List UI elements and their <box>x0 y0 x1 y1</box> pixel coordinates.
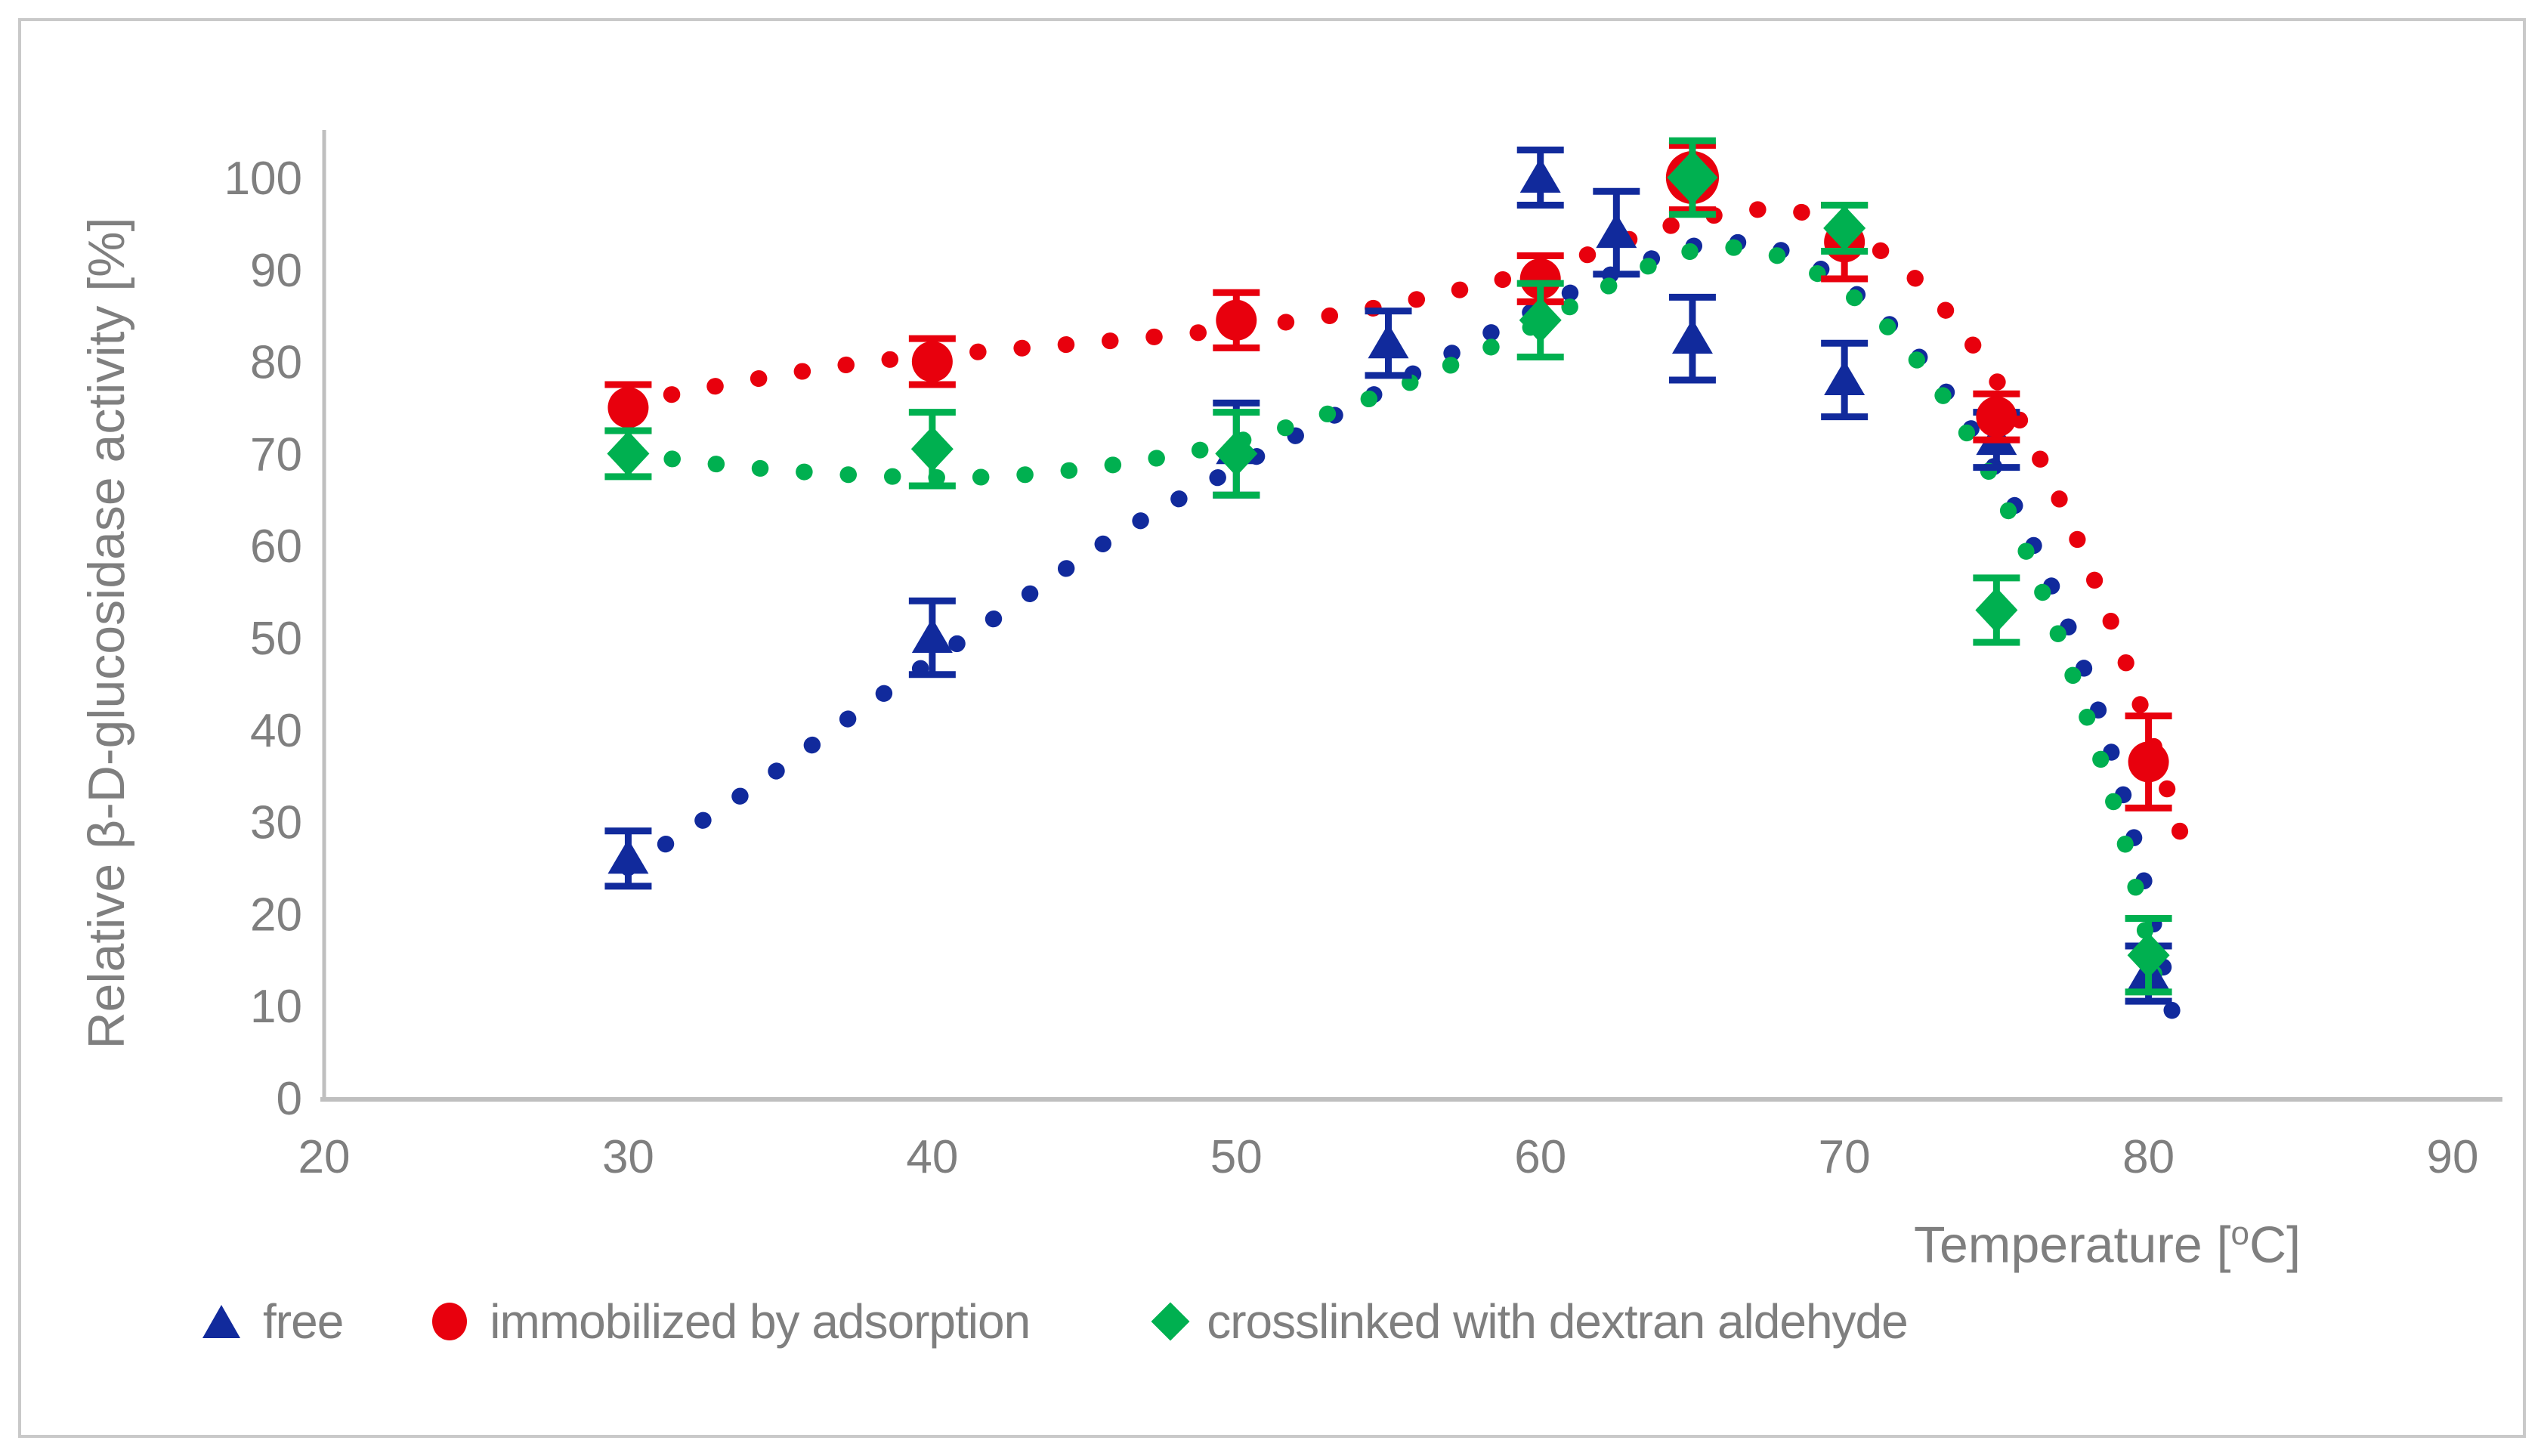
data-point-circle <box>1216 299 1257 341</box>
data-point-triangle <box>1519 158 1561 193</box>
x-tick-label: 50 <box>1210 1131 1263 1183</box>
data-point-circle <box>2128 741 2169 783</box>
data-point-triangle <box>1671 319 1713 354</box>
legend-item-free: free <box>202 1294 344 1349</box>
data-point-diamond <box>1975 587 2018 633</box>
x-axis-title: Temperature [oC] <box>1914 1215 2301 1275</box>
y-tick-label: 50 <box>250 613 302 665</box>
y-tick-label: 60 <box>250 521 302 573</box>
y-tick-label: 0 <box>277 1073 302 1125</box>
y-tick-label: 100 <box>224 153 302 205</box>
data-point-triangle <box>1824 360 1865 395</box>
y-tick-label: 10 <box>250 981 302 1033</box>
data-point-diamond <box>1823 205 1866 251</box>
legend-item-adsorption: immobilized by adsorption <box>432 1294 1031 1349</box>
x-tick-label: 90 <box>2427 1131 2479 1183</box>
data-point-diamond <box>1519 297 1562 343</box>
data-point-triangle <box>1596 213 1637 249</box>
legend-label-crosslinked: crosslinked with dextran aldehyde <box>1207 1294 1909 1349</box>
triangle-marker-icon <box>202 1305 240 1338</box>
x-tick-label: 40 <box>906 1131 958 1183</box>
diamond-marker-icon <box>1151 1302 1190 1341</box>
data-point-diamond <box>607 431 650 477</box>
data-point-diamond <box>1215 431 1258 477</box>
data-point-diamond <box>1667 150 1718 205</box>
circle-marker-icon <box>432 1303 468 1340</box>
legend: free immobilized by adsorption crosslink… <box>202 1294 1909 1349</box>
y-tick-label: 30 <box>250 797 302 849</box>
data-point-circle <box>607 387 649 428</box>
x-tick-label: 20 <box>298 1131 351 1183</box>
legend-label-adsorption: immobilized by adsorption <box>490 1294 1031 1349</box>
y-tick-label: 90 <box>250 245 302 297</box>
data-point-triangle <box>911 618 953 653</box>
x-tick-label: 70 <box>1819 1131 1871 1183</box>
y-tick-label: 40 <box>250 705 302 757</box>
y-tick-label: 20 <box>250 889 302 941</box>
data-point-triangle <box>1368 323 1409 359</box>
data-point-circle <box>1519 258 1561 299</box>
x-tick-label: 60 <box>1514 1131 1566 1183</box>
degree-symbol: o <box>2230 1215 2249 1252</box>
data-point-diamond <box>910 426 954 472</box>
y-tick-label: 80 <box>250 337 302 389</box>
legend-item-crosslinked: crosslinked with dextran aldehyde <box>1151 1294 1909 1349</box>
data-point-diamond <box>2127 932 2170 978</box>
x-axis-title-unit: C] <box>2249 1216 2301 1274</box>
trend-line-diamond <box>620 239 2169 1015</box>
data-point-circle <box>1976 396 2017 437</box>
x-axis-title-text: Temperature [ <box>1913 1216 2231 1274</box>
x-tick-label: 30 <box>602 1131 654 1183</box>
y-axis-title: Relative β-D-glucosidase activity [%] <box>78 217 135 1049</box>
trend-line-circle <box>620 200 2196 867</box>
x-tick-label: 80 <box>2122 1131 2175 1183</box>
figure-border <box>18 18 2526 1438</box>
y-tick-label: 70 <box>250 428 302 481</box>
legend-label-free: free <box>263 1294 344 1349</box>
data-point-circle <box>911 341 953 382</box>
data-point-triangle <box>607 839 649 874</box>
